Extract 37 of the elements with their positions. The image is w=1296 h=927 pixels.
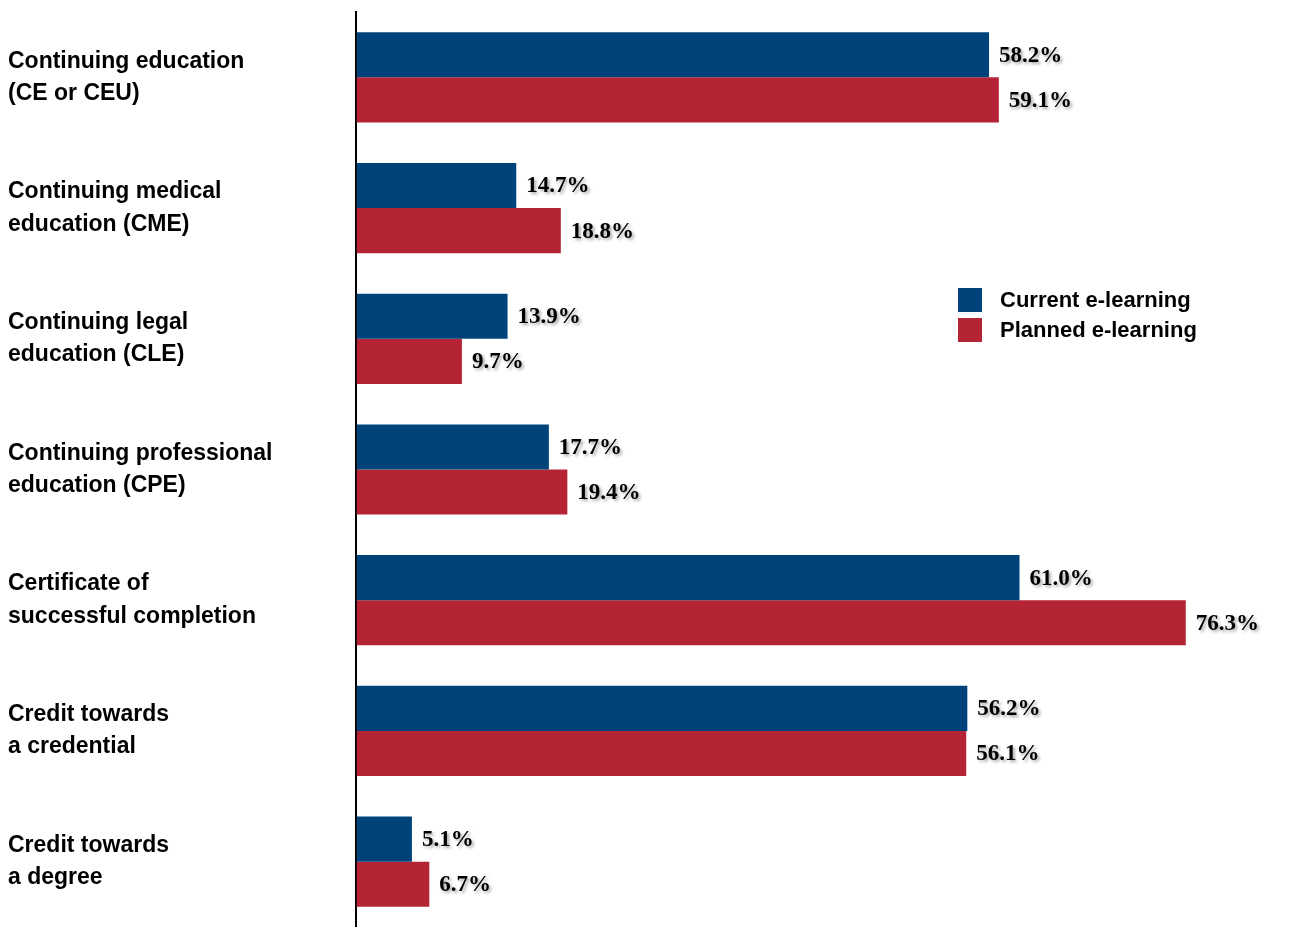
bar	[356, 32, 990, 78]
y-tick-label: Continuing education (CE or CEU)	[8, 46, 245, 105]
data-label: 58.2%	[999, 41, 1063, 67]
bar	[356, 208, 561, 254]
data-label: 6.7%	[439, 871, 492, 897]
bar	[356, 685, 968, 731]
data-label: 5.1%	[421, 826, 474, 852]
bar	[356, 555, 1020, 601]
y-tick-label: Continuing medical education (CME)	[8, 177, 222, 236]
data-label: 56.2%	[977, 695, 1041, 721]
y-tick-label: Continuing legal education (CLE)	[8, 308, 189, 367]
bar	[356, 77, 999, 123]
bar	[356, 600, 1186, 646]
data-label: 14.7%	[526, 172, 590, 198]
bar	[356, 162, 517, 209]
bar	[356, 816, 412, 862]
bar	[356, 469, 568, 515]
data-label: 56.1%	[976, 740, 1040, 766]
data-label: 17.7%	[558, 433, 623, 459]
data-label: 9.7%	[471, 348, 524, 374]
data-label: 18.8%	[570, 217, 635, 243]
bar	[356, 293, 508, 339]
data-label: 19.4%	[577, 478, 641, 504]
legend-label: Planned e-learning	[1000, 317, 1197, 343]
data-label: 59.1%	[1008, 86, 1073, 112]
y-tick-label: Certificate of successful completion	[8, 569, 256, 628]
bar	[356, 861, 430, 907]
data-label: 61.0%	[1029, 564, 1093, 590]
legend-label: Current e-learning	[1000, 287, 1191, 313]
data-label: 76.3%	[1195, 609, 1260, 635]
y-tick-label: Credit towards a degree	[8, 830, 170, 890]
y-tick-label: Credit towards a credential	[8, 700, 170, 759]
bar	[356, 730, 967, 777]
bar	[356, 338, 462, 384]
y-tick-label: Continuing professional education (CPE)	[8, 438, 273, 497]
data-label: 13.9%	[517, 303, 581, 329]
bar	[356, 424, 549, 470]
